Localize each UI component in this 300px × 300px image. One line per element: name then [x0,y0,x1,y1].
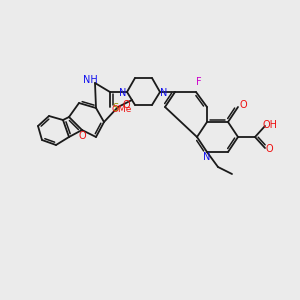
Text: F: F [196,77,202,87]
Text: S: S [112,103,118,113]
Text: O: O [122,100,130,110]
Text: N: N [203,152,211,162]
Text: O: O [239,100,247,110]
Text: OMe: OMe [112,106,132,115]
Text: O: O [78,131,86,141]
Text: O: O [265,144,273,154]
Text: N: N [160,88,168,98]
Text: OH: OH [262,120,278,130]
Text: NH: NH [82,75,98,85]
Text: N: N [119,88,127,98]
